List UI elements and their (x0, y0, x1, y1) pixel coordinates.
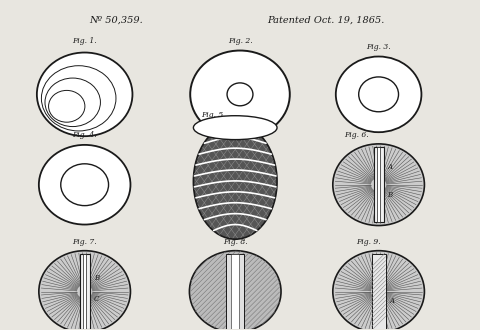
Text: Fig. 4.: Fig. 4. (72, 131, 97, 139)
Text: A: A (387, 163, 393, 171)
Bar (377, 147, 380, 222)
Ellipse shape (190, 50, 290, 138)
Text: Nº 50,359.: Nº 50,359. (89, 16, 143, 24)
Text: Fig. 1.: Fig. 1. (72, 37, 97, 45)
Bar (226, 254, 244, 329)
Ellipse shape (61, 164, 108, 206)
Text: C: C (94, 295, 99, 304)
Ellipse shape (333, 251, 424, 330)
Text: Patented Oct. 19, 1865.: Patented Oct. 19, 1865. (267, 16, 385, 24)
Ellipse shape (193, 124, 277, 239)
Text: Fig. 6.: Fig. 6. (344, 131, 369, 139)
Ellipse shape (333, 144, 424, 225)
Text: Fig. 3.: Fig. 3. (366, 43, 391, 50)
Ellipse shape (336, 56, 421, 132)
Text: B: B (94, 274, 99, 281)
Ellipse shape (39, 145, 131, 224)
Ellipse shape (359, 77, 398, 112)
Bar (231, 254, 239, 329)
Text: Fig. 5.: Fig. 5. (201, 111, 226, 119)
Bar (80, 254, 90, 329)
Text: A: A (390, 297, 395, 306)
Ellipse shape (190, 251, 281, 330)
Text: Fig. 2.: Fig. 2. (228, 37, 252, 45)
Bar (373, 147, 384, 222)
Ellipse shape (37, 52, 132, 136)
Text: Fig. 7.: Fig. 7. (72, 238, 97, 246)
Text: Fig. 8.: Fig. 8. (223, 238, 248, 246)
Ellipse shape (39, 251, 131, 330)
Text: B: B (387, 191, 393, 199)
Ellipse shape (227, 83, 253, 106)
Bar (83, 254, 86, 329)
Ellipse shape (193, 116, 277, 140)
Bar (372, 254, 385, 329)
Text: Fig. 9.: Fig. 9. (356, 238, 381, 246)
